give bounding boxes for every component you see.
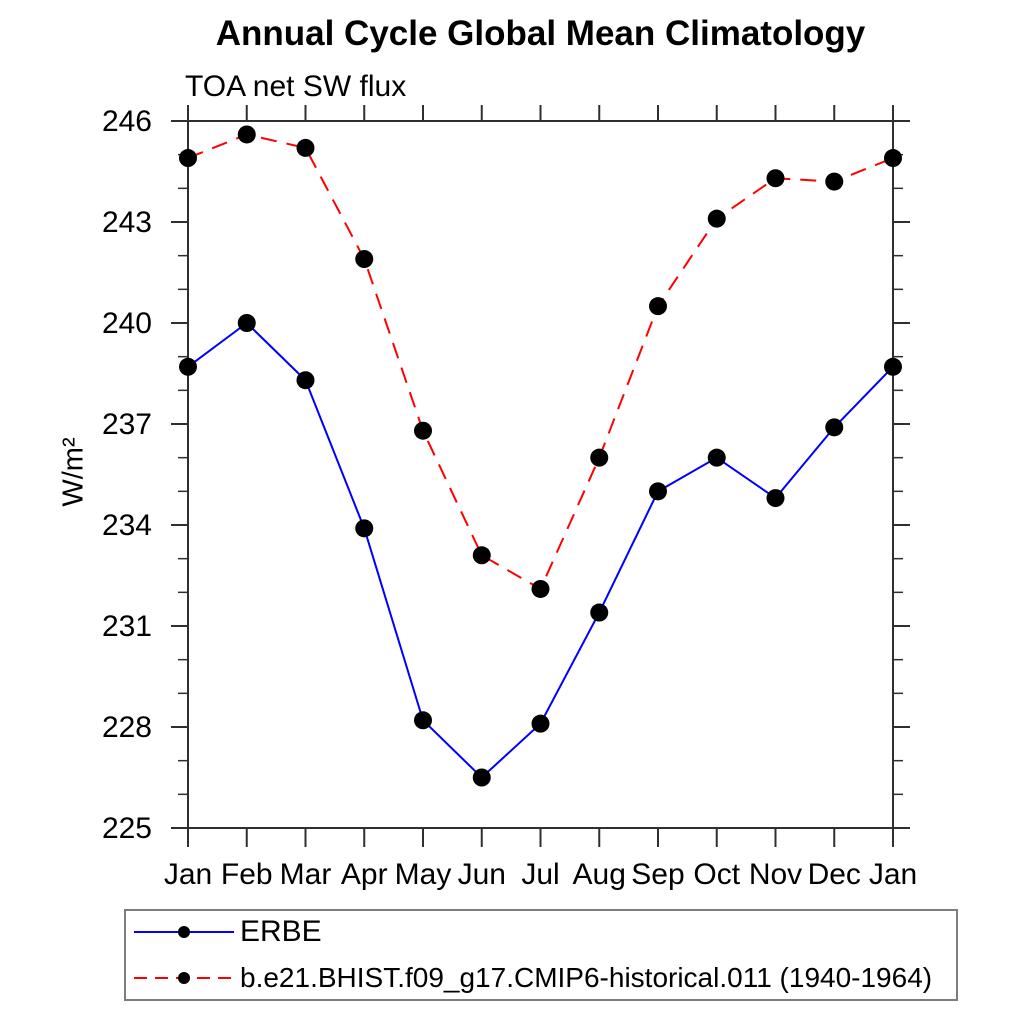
x-tick-label: May [395,858,452,891]
legend: ERBE b.e21.BHIST.f09_g17.CMIP6-historica… [124,909,958,1001]
data-point-marker-0 [531,714,550,733]
data-point-marker-1 [179,149,197,168]
x-tick-label: Jan [869,858,917,891]
data-point-marker-0 [355,519,374,538]
data-point-marker-0 [825,418,844,437]
chart-title: Annual Cycle Global Mean Climatology [215,14,866,53]
series-line-1 [187,133,894,591]
legend-label-model: b.e21.BHIST.f09_g17.CMIP6-historical.011… [240,962,933,993]
legend-item-erbe: ERBE [130,911,956,953]
y-tick-label: 228 [102,711,152,744]
x-tick-label: Mar [280,858,332,891]
data-point-marker-1 [414,421,432,440]
series-line-0 [187,321,894,779]
x-tick-label: Nov [749,858,802,891]
data-point-marker-1 [237,125,256,144]
data-point-marker-1 [531,579,550,598]
data-point-marker-0 [590,603,609,622]
data-point-marker-1 [590,448,609,467]
y-tick-label: 243 [102,206,152,239]
data-point-marker-0 [884,357,902,376]
legend-label-erbe: ERBE [240,915,322,948]
y-tick-label: 246 [102,105,152,138]
data-point-marker-1 [884,149,902,168]
data-point-marker-0 [237,314,256,332]
x-tick-label: Jun [458,858,506,891]
data-point-marker-1 [707,209,726,228]
legend-item-model: b.e21.BHIST.f09_g17.CMIP6-historical.011… [130,957,956,999]
legend-marker-dot-icon [178,972,190,984]
data-point-marker-1 [825,172,844,191]
x-tick-label: Feb [221,858,273,891]
y-tick-label: 234 [102,509,152,542]
x-tick-label: Jul [521,858,559,891]
data-point-marker-0 [472,768,491,787]
y-tick-label: 237 [102,408,152,441]
x-tick-label: Dec [808,858,861,891]
data-point-marker-0 [179,357,197,376]
data-point-marker-1 [649,297,667,316]
x-tick-label: Aug [573,858,626,891]
data-point-marker-0 [707,448,726,467]
chart-subtitle: TOA net SW flux [185,70,407,103]
y-tick-label: 240 [102,307,152,340]
data-point-marker-0 [649,482,667,501]
x-tick-label: Apr [341,858,388,891]
data-point-marker-0 [296,371,315,390]
x-tick-label: Sep [631,858,684,891]
legend-marker-dot-icon [178,926,190,938]
x-tick-label: Jan [164,858,212,891]
data-point-marker-1 [472,546,491,565]
data-point-marker-1 [355,250,374,269]
x-tick-label: Oct [693,858,740,891]
data-point-marker-1 [766,169,785,188]
legend-line-sample-dashed-icon [134,972,234,984]
legend-line-sample-solid-icon [134,926,234,938]
y-tick-label: 231 [102,610,152,643]
y-tick-label: 225 [102,812,152,845]
data-point-marker-0 [766,489,785,508]
data-point-marker-0 [414,711,432,730]
data-point-marker-1 [296,138,315,157]
